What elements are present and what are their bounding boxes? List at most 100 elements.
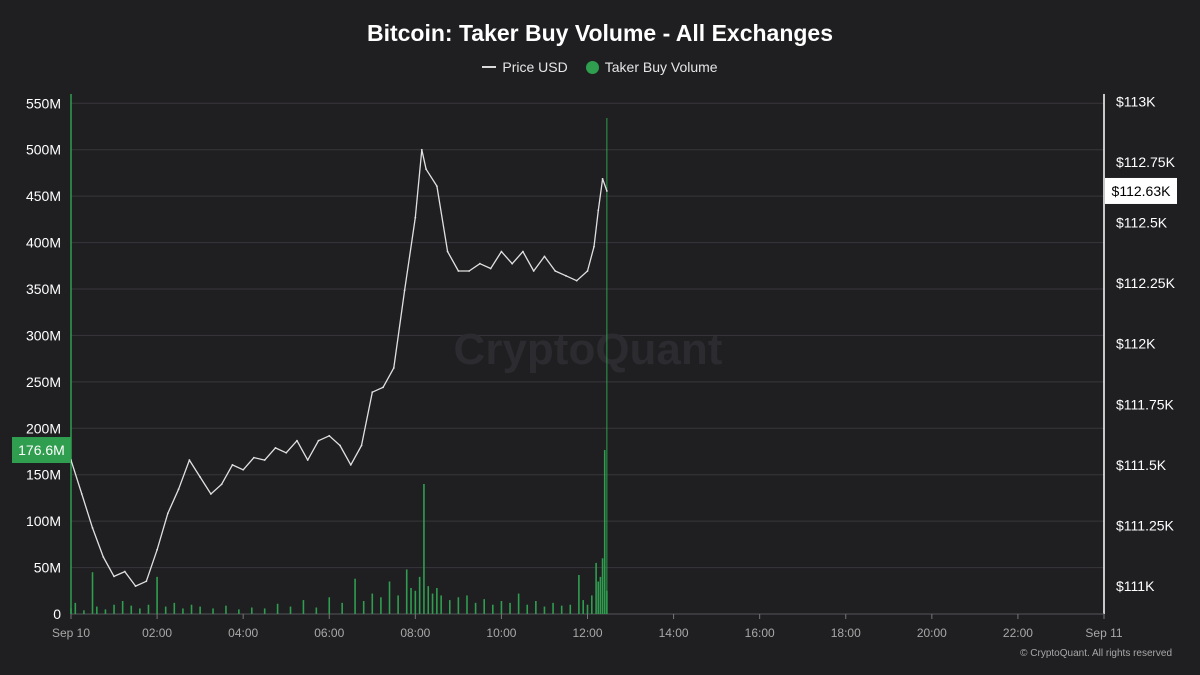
volume-bar bbox=[526, 604, 529, 614]
price-point bbox=[199, 476, 202, 478]
volume-bar bbox=[147, 604, 150, 614]
watermark: CryptoQuant bbox=[454, 325, 723, 374]
volume-bar bbox=[354, 578, 356, 614]
volume-bar bbox=[70, 608, 72, 614]
volume-bar bbox=[543, 606, 546, 614]
volume-bar bbox=[328, 597, 331, 614]
volume-bar bbox=[431, 593, 434, 614]
volume-bar bbox=[552, 602, 554, 614]
volume-bar bbox=[500, 601, 503, 614]
grid-lines bbox=[71, 102, 1104, 615]
left-tick-label: 100M bbox=[26, 513, 61, 529]
chart-legend: Price USD Taker Buy Volume bbox=[0, 59, 1200, 75]
volume-bar bbox=[535, 601, 537, 614]
price-point bbox=[177, 488, 180, 491]
volume-bar bbox=[440, 595, 442, 614]
volume-dot-swatch bbox=[585, 60, 599, 74]
price-point bbox=[242, 468, 245, 471]
price-point bbox=[328, 434, 331, 437]
copyright-notice: © CryptoQuant. All rights reserved bbox=[1020, 648, 1172, 659]
price-point bbox=[156, 548, 158, 551]
volume-bar bbox=[199, 606, 201, 614]
price-point bbox=[511, 262, 514, 265]
volume-bar bbox=[212, 608, 214, 614]
x-tick-label: 12:00 bbox=[572, 626, 602, 640]
left-axis: 0 50M 100M 150M 200M 250M 300M 350M 400M 450M 500M… bbox=[26, 94, 72, 622]
x-tick-label: 06:00 bbox=[314, 626, 344, 640]
price-point bbox=[575, 279, 578, 282]
volume-bar bbox=[263, 608, 266, 614]
volume-bar bbox=[182, 608, 184, 614]
volume-bar bbox=[380, 597, 382, 614]
right-tick-label: $112.25K bbox=[1116, 275, 1176, 291]
price-point bbox=[349, 464, 352, 466]
price-point bbox=[188, 459, 191, 461]
price-point bbox=[543, 255, 546, 258]
volume-bar bbox=[238, 609, 240, 614]
volume-bar bbox=[225, 605, 227, 614]
x-tick-label: 04:00 bbox=[228, 626, 258, 640]
volume-bar bbox=[492, 604, 494, 614]
price-point bbox=[285, 451, 288, 454]
right-tick-label: $111.75K bbox=[1116, 396, 1175, 412]
price-point bbox=[134, 585, 137, 588]
price-point bbox=[231, 464, 234, 466]
volume-bar bbox=[74, 602, 77, 614]
volume-bar bbox=[410, 588, 412, 614]
volume-bar bbox=[603, 450, 606, 614]
volume-bar bbox=[91, 572, 94, 614]
x-tick-label: 02:00 bbox=[142, 626, 172, 640]
price-point bbox=[420, 148, 423, 151]
volume-bar bbox=[586, 604, 589, 614]
x-tick-label: 10:00 bbox=[486, 626, 516, 640]
volume-bar bbox=[582, 600, 584, 614]
volume-bar bbox=[599, 576, 602, 614]
price-point bbox=[597, 209, 600, 212]
volume-bar bbox=[414, 590, 417, 614]
chart-title: Bitcoin: Taker Buy Volume - All Exchange… bbox=[366, 20, 834, 46]
volume-bar bbox=[474, 602, 477, 614]
volume-bar bbox=[371, 593, 374, 614]
price-point bbox=[102, 556, 105, 558]
volume-bar bbox=[173, 602, 176, 614]
price-point bbox=[478, 262, 481, 265]
price-point bbox=[565, 274, 567, 277]
left-tick-label: 150M bbox=[26, 467, 61, 483]
price-point bbox=[605, 190, 608, 192]
left-tick-label: 200M bbox=[26, 420, 61, 436]
volume-bar bbox=[457, 597, 460, 614]
price-line-swatch bbox=[482, 66, 497, 68]
volume-bar bbox=[104, 609, 107, 614]
price-point bbox=[263, 459, 266, 461]
x-tick-label: Sep 11 bbox=[1085, 626, 1122, 640]
price-point bbox=[371, 391, 374, 394]
legend-item-volume[interactable]: Taker Buy Volume bbox=[585, 59, 718, 75]
volume-bar bbox=[397, 595, 399, 614]
price-point bbox=[91, 527, 94, 529]
volume-bar bbox=[436, 588, 438, 614]
volume-bar bbox=[466, 595, 468, 614]
price-point bbox=[522, 250, 524, 253]
price-line bbox=[70, 149, 608, 587]
right-tick-label: $113K bbox=[1116, 93, 1156, 109]
volume-bar bbox=[341, 602, 343, 614]
volume-bar bbox=[121, 601, 124, 614]
volume-bar bbox=[250, 607, 253, 614]
volume-bar bbox=[289, 606, 292, 614]
right-tick-label: $111K bbox=[1116, 578, 1155, 594]
volume-bar bbox=[517, 593, 520, 614]
x-tick-label: 22:00 bbox=[1003, 626, 1033, 640]
left-tick-label: 300M bbox=[26, 327, 61, 343]
price-point bbox=[489, 267, 492, 270]
volume-bar bbox=[597, 581, 600, 614]
x-tick-label: Sep 10 bbox=[52, 626, 90, 640]
x-tick-label: 14:00 bbox=[659, 626, 689, 640]
volume-current-value: 176.6M bbox=[18, 442, 65, 458]
legend-item-price[interactable]: Price USD bbox=[482, 59, 568, 75]
volume-bar bbox=[591, 595, 593, 614]
volume-bar bbox=[595, 562, 597, 614]
price-series bbox=[70, 148, 608, 588]
price-point bbox=[500, 250, 503, 253]
price-point bbox=[296, 439, 298, 442]
legend-label-price: Price USD bbox=[502, 59, 568, 75]
